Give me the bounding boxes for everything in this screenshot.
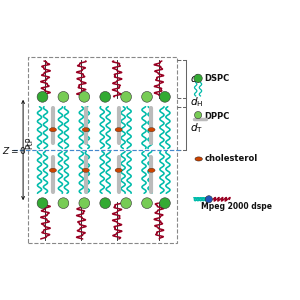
Ellipse shape <box>82 168 89 172</box>
Circle shape <box>121 198 131 208</box>
Circle shape <box>142 198 152 208</box>
Text: $Z = 0$: $Z = 0$ <box>2 145 27 155</box>
Circle shape <box>37 198 48 208</box>
Ellipse shape <box>50 168 56 172</box>
Circle shape <box>37 92 48 102</box>
Text: Mpeg 2000 dspe: Mpeg 2000 dspe <box>201 202 272 211</box>
Circle shape <box>58 92 69 102</box>
Ellipse shape <box>115 168 122 172</box>
Text: DPPC: DPPC <box>205 112 230 121</box>
Circle shape <box>100 92 111 102</box>
Circle shape <box>160 92 170 102</box>
Circle shape <box>121 92 131 102</box>
Circle shape <box>58 198 69 208</box>
Circle shape <box>79 198 90 208</box>
Circle shape <box>205 196 212 203</box>
Ellipse shape <box>148 128 155 132</box>
Ellipse shape <box>50 128 56 132</box>
Text: DSPC: DSPC <box>205 74 230 83</box>
Text: $d_\mathrm{T}$: $d_\mathrm{T}$ <box>190 122 203 135</box>
Ellipse shape <box>82 128 89 132</box>
Circle shape <box>142 92 152 102</box>
Text: $d_\mathrm{P}$: $d_\mathrm{P}$ <box>190 72 203 86</box>
Circle shape <box>194 74 202 82</box>
Circle shape <box>160 198 170 208</box>
Ellipse shape <box>115 128 122 132</box>
Circle shape <box>79 92 90 102</box>
Ellipse shape <box>148 168 155 172</box>
Circle shape <box>194 112 202 118</box>
Circle shape <box>100 198 111 208</box>
Ellipse shape <box>195 157 202 161</box>
Text: $d_\mathrm{H}$: $d_\mathrm{H}$ <box>190 96 204 110</box>
Text: PtP: PtP <box>26 136 34 149</box>
Text: cholesterol: cholesterol <box>205 154 258 164</box>
